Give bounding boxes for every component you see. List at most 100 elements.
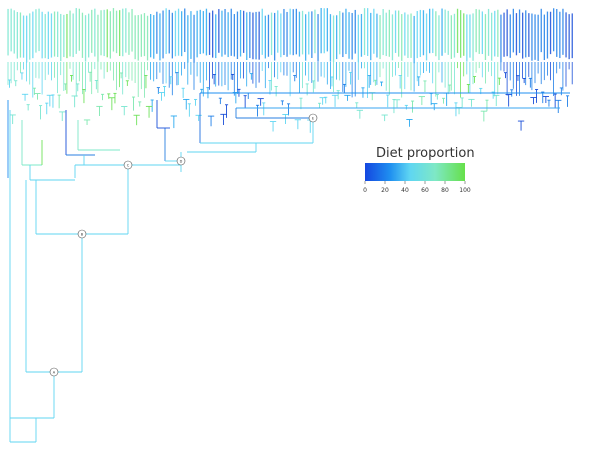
tip-label-mark [239,9,242,57]
tip-label-mark [438,15,440,61]
legend-tick-40: 40 [401,187,409,194]
tip-label-mark [491,12,493,61]
tip-label-mark [562,8,564,55]
tip-label-mark [410,13,412,58]
tip-label-mark [339,11,341,55]
tip-label-mark [78,8,80,51]
tip-label-mark [478,9,480,54]
tip-label-mark [441,8,443,56]
legend-tick-20: 20 [381,187,389,194]
tip-label-mark [404,12,406,56]
tip-label-mark [311,11,313,59]
tip-label-mark [540,8,542,53]
tip-label-mark [484,14,487,61]
tip-label-mark [277,10,279,53]
tip-label-mark [41,11,43,59]
tip-label-mark [568,14,570,60]
tip-label-mark [537,14,539,61]
tip-label-mark [559,11,561,59]
tip-label-mark [26,15,28,63]
tip-label-mark [360,13,363,57]
tip-label-mark [556,8,558,57]
tip-label-mark [329,14,332,62]
tip-label-mark [88,13,90,58]
tip-label-mark [162,10,164,59]
tip-label-mark [150,14,152,58]
tip-label-mark [531,13,533,61]
tip-label-mark [379,15,381,60]
tip-label-mark [100,10,102,56]
tip-label-mark [218,9,220,53]
tip-label-mark [69,10,71,57]
tip-label-mark [246,12,248,61]
legend-colorbar [365,163,465,181]
tip-label-mark [373,8,375,54]
tip-label-mark [453,13,456,58]
tip-label-mark [153,15,155,59]
node-marker-c-label: C [127,163,130,167]
tip-label-mark [342,12,344,58]
tip-label-mark [549,11,552,55]
tip-label-mark [534,14,536,60]
tip-label-mark [16,11,18,59]
tip-label-mark [261,8,263,55]
tip-label-mark [32,11,34,59]
legend-tick-80: 80 [441,187,449,194]
tip-label-mark [435,11,437,57]
tip-label-mark [264,15,266,59]
tip-label-mark [13,10,15,54]
tip-label-mark [301,10,304,55]
tip-label-mark [497,9,499,57]
tip-label-mark [357,14,359,63]
tip-label-mark [35,9,37,53]
tip-label-mark [106,9,108,58]
tip-label-mark [345,8,347,55]
tip-label-mark [50,13,53,58]
node-marker-b-label: B [81,232,84,236]
tip-label-mark [75,8,77,54]
tip-label-mark [354,9,356,54]
tip-label-mark [44,14,46,59]
node-marker-e-label: E [312,116,314,120]
tip-label-mark [258,11,260,60]
tip-label-mark [230,8,232,56]
tip-label-mark [571,13,573,59]
tip-label-mark [391,14,394,61]
tip-label-mark [370,12,372,61]
tip-label-mark [515,13,518,56]
node-marker-d: D [176,156,186,166]
tip-label-mark [336,15,338,60]
tip-label-mark [444,9,446,53]
tip-label-mark [224,8,226,55]
legend-tick-0: 0 [363,187,367,194]
tip-label-mark [115,10,118,54]
tip-label-mark [119,10,121,56]
tip-label-mark [332,15,335,63]
tip-label-mark [351,12,353,60]
tip-label-mark [205,8,208,56]
tip-label-mark [398,10,400,57]
tip-label-mark [500,14,502,63]
tip-label-mark [165,8,167,54]
tip-label-mark [367,8,369,56]
tip-label-mark [326,8,328,52]
tip-label-mark [472,13,474,61]
tip-label-mark [81,12,84,58]
legend-tick-100: 100 [459,187,471,194]
tip-label-mark [146,15,149,61]
legend-tick-60: 60 [421,187,429,194]
tip-label-mark [466,14,468,62]
tip-label-mark [143,13,146,57]
tip-label-mark [565,12,567,58]
tip-label-mark [546,11,549,59]
tip-label-mark [283,8,285,56]
tip-label-mark [429,8,431,54]
tip-label-mark [298,11,301,57]
tip-label-mark [416,11,418,59]
tip-label-mark [525,10,527,58]
tip-label-mark [422,10,425,56]
tip-label-mark [286,11,288,57]
tip-label-mark [376,13,378,58]
tip-label-mark [255,11,257,60]
tip-label-mark [94,8,96,57]
